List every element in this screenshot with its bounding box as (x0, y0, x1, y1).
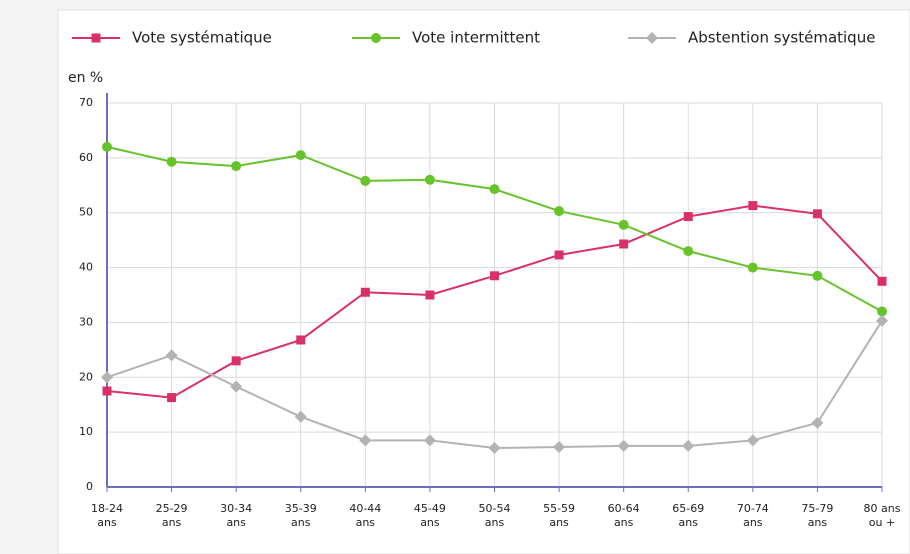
marker (812, 270, 823, 281)
marker (877, 276, 887, 286)
panel (57, 9, 910, 554)
marker (748, 201, 758, 211)
marker (359, 434, 372, 447)
x-tick-label: 70-74 ans (737, 502, 769, 529)
marker (747, 262, 758, 273)
marker (811, 416, 824, 429)
marker (296, 335, 306, 345)
marker (231, 356, 241, 366)
marker (554, 206, 565, 217)
x-tick-label: 75-79 ans (801, 502, 833, 529)
y-tick-label: 70 (79, 96, 93, 109)
marker (646, 32, 658, 44)
legend-label: Vote systématique (132, 29, 272, 47)
y-tick-label: 20 (79, 370, 93, 383)
y-axis-label: en % (68, 70, 103, 86)
x-tick-label: 60-64 ans (608, 502, 640, 529)
x-tick-label: 80 ans ou + (864, 502, 901, 529)
y-tick-label: 10 (79, 425, 93, 438)
marker (424, 174, 435, 185)
marker (617, 439, 630, 452)
x-tick-label: 30-34 ans (220, 502, 252, 529)
marker (371, 33, 381, 43)
marker (554, 250, 564, 260)
marker (102, 386, 112, 396)
x-tick-label: 25-29 ans (156, 502, 188, 529)
x-tick-label: 55-59 ans (543, 502, 575, 529)
marker (231, 161, 242, 172)
x-tick-label: 35-39 ans (285, 502, 317, 529)
y-tick-label: 30 (79, 315, 93, 328)
marker (683, 246, 694, 257)
marker (682, 439, 695, 452)
x-tick-label: 65-69 ans (672, 502, 704, 529)
marker (490, 271, 499, 281)
legend-label: Abstention systématique (688, 29, 875, 47)
marker (230, 380, 243, 393)
marker (618, 219, 629, 230)
marker (360, 287, 370, 297)
y-tick-label: 50 (79, 206, 93, 219)
marker (746, 434, 759, 447)
marker (683, 212, 693, 222)
x-tick-label: 40-44 ans (349, 502, 381, 529)
marker (812, 209, 822, 219)
x-tick-label: 18-24 ans (91, 502, 123, 529)
y-tick-label: 40 (79, 261, 93, 274)
marker (101, 371, 113, 384)
marker (165, 349, 178, 362)
marker (553, 440, 566, 453)
marker (425, 290, 435, 300)
legend-label: Vote intermittent (412, 29, 540, 47)
marker (167, 393, 177, 403)
marker (489, 184, 500, 195)
y-tick-label: 60 (79, 151, 93, 164)
x-tick-label: 50-54 ans (479, 502, 511, 529)
marker (423, 434, 436, 447)
marker (91, 33, 101, 43)
marker (295, 150, 306, 161)
y-tick-label: 0 (86, 480, 93, 493)
marker (876, 314, 888, 327)
marker (166, 156, 177, 167)
marker (102, 141, 112, 152)
marker (877, 306, 887, 317)
marker (619, 239, 629, 249)
marker (294, 410, 307, 423)
marker (488, 442, 501, 455)
x-tick-label: 45-49 ans (414, 502, 446, 529)
marker (360, 175, 371, 186)
